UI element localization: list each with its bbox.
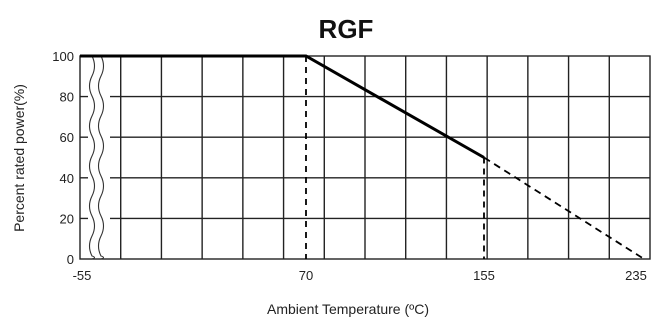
grid — [79, 55, 651, 260]
y-tick-labels: 100 80 60 40 20 0 — [52, 49, 74, 267]
axis-break-wave-2 — [97, 55, 105, 260]
x-tick-label: 235 — [625, 268, 647, 283]
x-axis-label: Ambient Temperature (ºC) — [267, 301, 429, 317]
y-axis-label: Percent rated power(%) — [11, 84, 27, 232]
x-tick-label: 70 — [299, 268, 313, 283]
series-layer — [80, 54, 645, 260]
y-tick-label: 100 — [52, 49, 74, 64]
axis-break-mask — [88, 57, 110, 258]
series-line-1 — [80, 54, 485, 159]
axis-break-wave-1 — [88, 55, 96, 260]
x-tick-label: 155 — [473, 268, 495, 283]
y-tick-label: 40 — [60, 171, 74, 186]
x-tick-label: -55 — [73, 268, 92, 283]
y-tick-label: 0 — [67, 252, 74, 267]
y-tick-label: 60 — [60, 130, 74, 145]
x-tick-labels: -55 70 155 235 — [73, 268, 647, 283]
y-tick-label: 80 — [60, 90, 74, 105]
axis-break-symbol — [88, 55, 110, 260]
y-tick-label: 20 — [60, 211, 74, 226]
reference-lines — [305, 56, 485, 259]
series-line-2 — [483, 156, 645, 260]
chart-title: RGF — [319, 14, 374, 44]
